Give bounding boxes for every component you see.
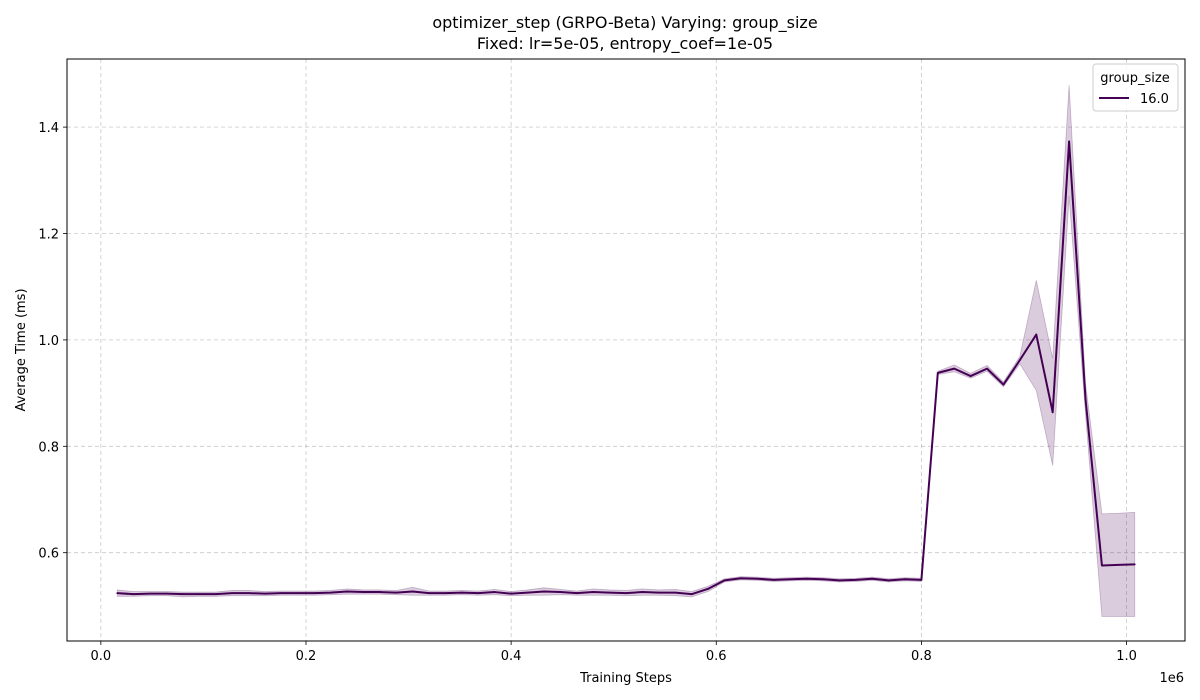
axis-ticks: 0.0 0.2 0.4 0.6 0.8 1.0 0.6 0.8 1.0 1.2 1.4 (38, 121, 1137, 664)
data-point (822, 578, 824, 581)
data-point (247, 592, 250, 595)
data-point (149, 592, 151, 595)
data-point (313, 592, 316, 595)
data-point (346, 590, 348, 593)
x-tick-label: 0.8 (911, 649, 932, 664)
data-point (477, 592, 480, 595)
data-point (165, 592, 168, 595)
confidence-band (116, 85, 1136, 617)
data-point (1084, 398, 1087, 400)
data-point (657, 591, 660, 594)
data-point (543, 590, 545, 593)
data-point (1002, 383, 1005, 386)
data-point (739, 577, 742, 580)
plot-frame (66, 58, 1186, 642)
y-tick-label: 0.6 (38, 547, 59, 562)
data-point (280, 592, 283, 595)
data-point (887, 579, 890, 582)
data-point (116, 592, 119, 595)
data-point (1101, 564, 1103, 567)
data-point (378, 591, 381, 593)
data-point (674, 591, 677, 594)
x-tick-label: 1.0 (1116, 649, 1137, 664)
data-point (362, 591, 365, 593)
data-point (460, 591, 463, 594)
x-tick-label: 0.0 (91, 649, 112, 664)
legend-entry-label: 16.0 (1140, 92, 1169, 107)
data-point (854, 578, 857, 581)
data-point (444, 592, 447, 595)
data-point (969, 375, 972, 377)
x-axis-offset-label: 1e6 (1159, 671, 1184, 686)
data-point (1117, 564, 1120, 566)
data-point (592, 591, 595, 593)
data-point (411, 590, 414, 593)
y-axis-label: Average Time (ms) (14, 288, 29, 411)
x-tick-label: 0.2 (296, 649, 317, 664)
x-tick-label: 0.6 (706, 649, 727, 664)
data-point (1051, 411, 1054, 414)
data-point (904, 578, 906, 581)
data-point (231, 592, 234, 595)
data-point (936, 371, 939, 374)
data-point (198, 593, 201, 596)
y-tick-label: 0.8 (38, 440, 59, 455)
data-point (1018, 359, 1021, 362)
data-point (789, 578, 792, 581)
data-point (428, 592, 430, 595)
data-point (1035, 333, 1038, 336)
data-point (395, 591, 398, 594)
legend-box (1092, 63, 1179, 112)
data-point (526, 591, 529, 594)
data-point (805, 577, 808, 580)
data-point (493, 591, 496, 593)
data-point (132, 593, 135, 596)
chart-title-line2: Fixed: lr=5e-05, entropy_coef=1e-05 (477, 34, 773, 54)
data-point (756, 577, 759, 580)
confidence-band-group (116, 85, 1136, 617)
data-point (182, 593, 184, 596)
x-axis-label: Training Steps (579, 671, 672, 686)
data-point (871, 577, 874, 580)
data-point (920, 578, 923, 581)
data-point (1068, 140, 1070, 143)
y-tick-label: 1.2 (38, 227, 59, 242)
data-point (986, 367, 988, 370)
data-point (707, 587, 709, 590)
data-point (838, 579, 841, 582)
legend: group_size 16.0 (1092, 63, 1179, 112)
data-point (264, 592, 266, 595)
data-point (1133, 563, 1136, 566)
data-point (690, 593, 693, 596)
data-point (772, 578, 775, 581)
data-point (510, 592, 513, 595)
chart-title-line1: optimizer_step (GRPO-Beta) Varying: grou… (432, 13, 817, 33)
legend-title: group_size (1100, 71, 1169, 86)
data-point (625, 592, 627, 595)
x-tick-label: 0.4 (501, 649, 522, 664)
data-point (641, 591, 644, 593)
grid-lines (67, 59, 1185, 641)
y-tick-label: 1.0 (38, 334, 59, 349)
data-point (575, 592, 578, 595)
data-point (559, 591, 562, 593)
data-point (608, 591, 611, 594)
data-point (953, 367, 956, 370)
series-line-group (116, 140, 1136, 596)
data-point (214, 593, 217, 596)
data-point (329, 591, 332, 594)
y-tick-label: 1.4 (38, 121, 59, 136)
data-point (296, 592, 299, 595)
data-point (723, 579, 726, 582)
